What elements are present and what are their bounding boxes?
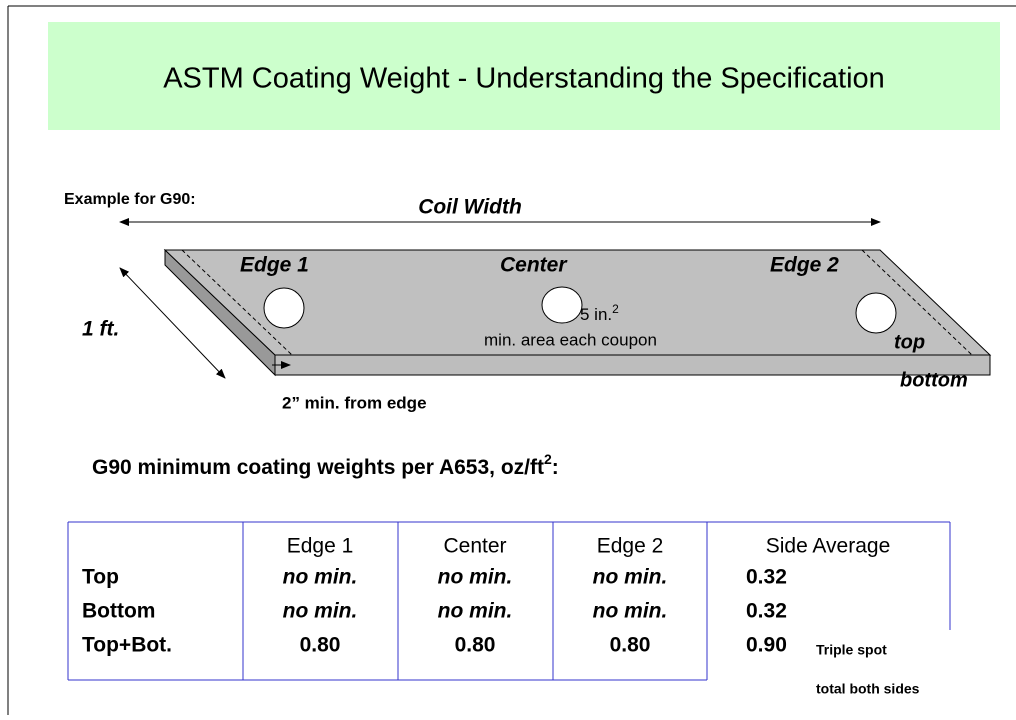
table-title: G90 minimum coating weights per A653, oz… [92,451,559,479]
table-cell: no min. [438,566,513,589]
table-note: Triple spot [816,642,887,658]
table-header: Edge 1 [287,535,354,558]
table-cell: 0.90 [746,634,787,657]
table-header: Side Average [766,535,891,558]
row-label: Top [82,566,119,589]
coupon-area-text: 5 in. [580,305,612,324]
table-cell: 0.32 [746,600,787,623]
title: ASTM Coating Weight - Understanding the … [163,63,885,95]
table-title-sup: 2 [544,451,552,467]
table-header: Edge 2 [597,535,664,558]
slide: ASTM Coating Weight - Understanding the … [0,0,1016,715]
table-cell: 0.80 [455,634,496,657]
table-cell: 0.80 [610,634,651,657]
table-title-text: G90 minimum coating weights per A653, oz… [92,456,544,479]
table-header: Center [443,535,506,558]
top-label: top [894,331,925,353]
edge2-label: Edge 2 [770,254,839,277]
table: Edge 1 Center Edge 2 Side Average Top no min.… [82,535,920,697]
row-label: Bottom [82,600,155,623]
coil-width: Coil Width [418,196,522,219]
length: 1 ft. [82,318,119,341]
bottom-label: bottom [900,369,968,391]
table-cell: no min. [593,600,668,623]
table-cell: 0.80 [300,634,341,657]
edge1-label: Edge 1 [240,254,309,277]
table-cell: no min. [283,600,358,623]
example-label: Example for G90: [64,191,196,208]
table-cell: no min. [283,566,358,589]
table-title-tail: : [552,456,559,479]
edge-distance: 2” min. from edge [282,393,427,412]
coupon-area-sup: 2 [612,302,619,316]
table-cell: 0.32 [746,566,787,589]
table-cell: no min. [593,566,668,589]
center-label: Center [500,254,568,277]
table-note: total both sides [816,681,920,697]
row-label: Top+Bot. [82,634,172,657]
coupon-note: min. area each coupon [484,330,657,349]
table-cell: no min. [438,600,513,623]
